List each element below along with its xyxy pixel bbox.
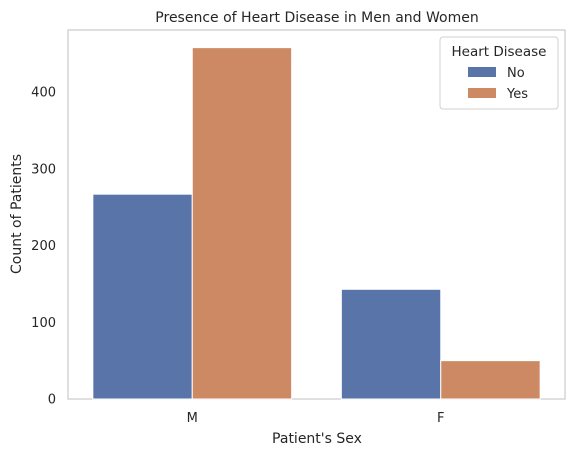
legend-title: Heart Disease (452, 44, 547, 60)
y-axis-ticks: 0 100 200 300 400 (31, 86, 56, 408)
y-tick-label: 400 (31, 86, 56, 101)
x-tick-label: M (187, 411, 198, 426)
y-tick-label: 300 (31, 162, 56, 177)
chart-title: Presence of Heart Disease in Men and Wom… (155, 10, 478, 26)
legend-label-no: No (507, 66, 525, 81)
legend: Heart Disease No Yes (439, 36, 559, 110)
y-tick-label: 0 (48, 393, 56, 408)
legend-swatch-no (468, 67, 496, 77)
bar-f-no (340, 288, 442, 400)
bar-m-yes (191, 47, 293, 400)
y-tick-label: 200 (31, 239, 56, 254)
bar-f-yes (440, 360, 541, 400)
y-axis-label: Count of Patients (9, 154, 25, 274)
x-axis-label: Patient's Sex (272, 431, 362, 447)
legend-label-yes: Yes (506, 87, 528, 102)
bars-layer (92, 47, 541, 400)
y-tick-label: 100 (31, 316, 56, 331)
legend-swatch-yes (468, 88, 496, 98)
x-tick-label: F (437, 411, 444, 426)
bar-m-no (92, 193, 193, 400)
